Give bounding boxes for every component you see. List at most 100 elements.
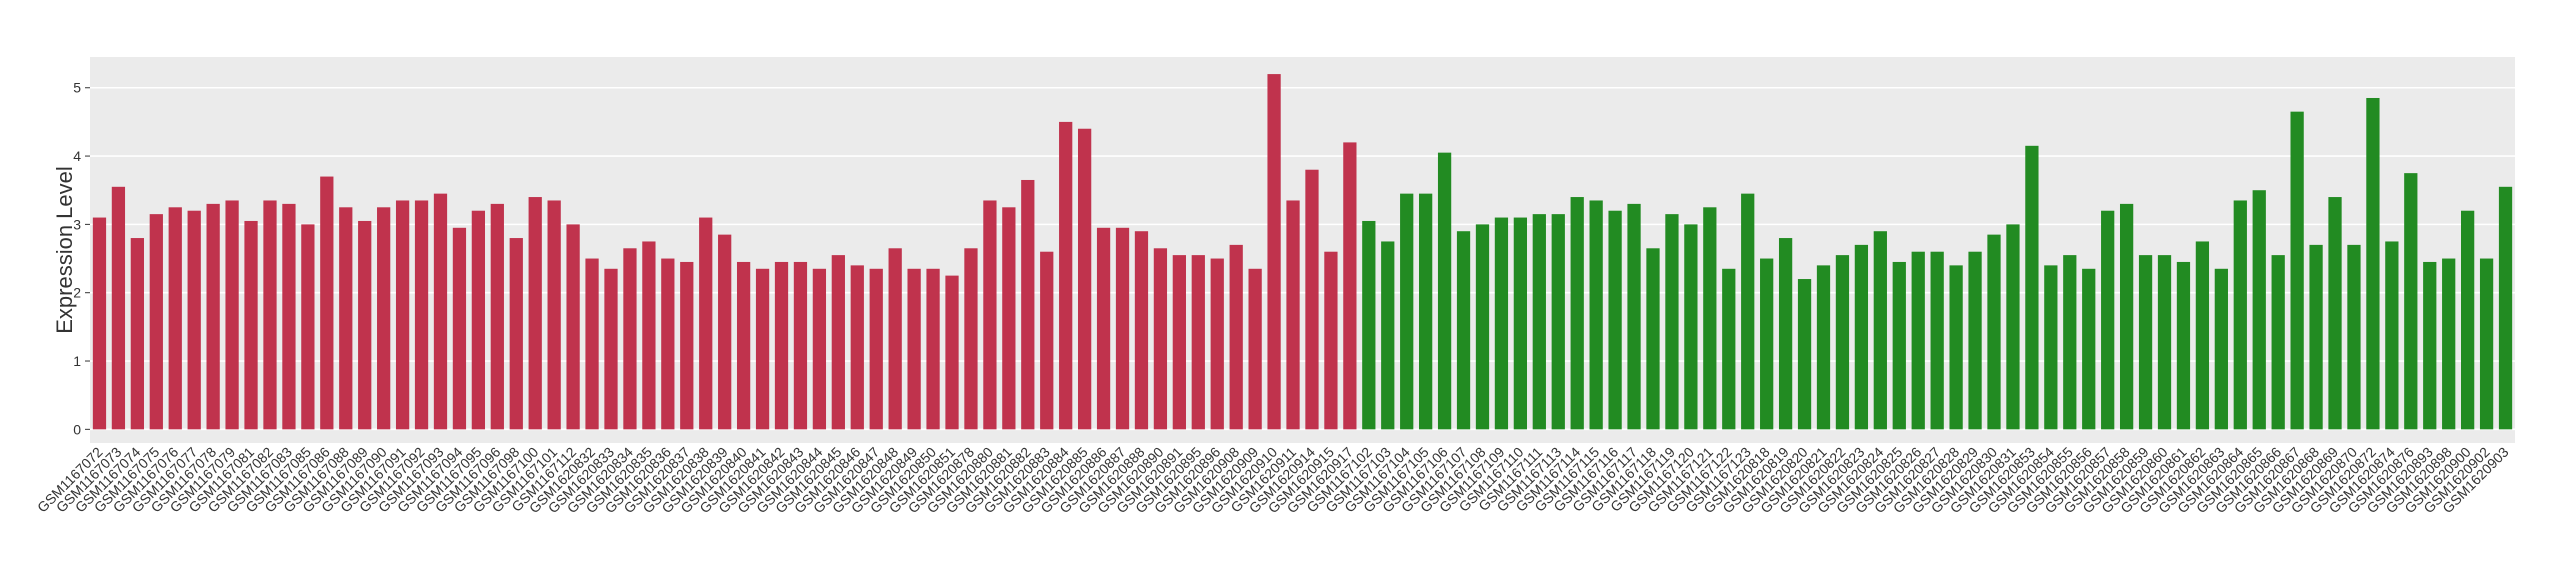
bar bbox=[850, 265, 864, 430]
bar bbox=[642, 241, 656, 430]
bar bbox=[926, 268, 940, 430]
y-axis-title: Expression Level bbox=[52, 166, 77, 334]
bar bbox=[1343, 142, 1357, 430]
bar bbox=[1760, 258, 1774, 430]
bar bbox=[1437, 152, 1452, 430]
bar bbox=[2214, 268, 2228, 430]
bar bbox=[509, 238, 523, 430]
bar bbox=[1722, 268, 1736, 430]
bar bbox=[1096, 227, 1111, 430]
bar bbox=[2404, 173, 2418, 430]
bar bbox=[2385, 241, 2399, 430]
bar bbox=[1172, 255, 1186, 430]
bar bbox=[433, 193, 448, 430]
bar bbox=[1911, 251, 1925, 430]
bar bbox=[2271, 255, 2285, 430]
bar bbox=[1021, 179, 1035, 430]
bar bbox=[2119, 203, 2134, 430]
bar bbox=[2461, 210, 2475, 430]
bar bbox=[471, 210, 486, 430]
bar bbox=[1892, 261, 1906, 430]
bar bbox=[1362, 220, 1376, 430]
bar bbox=[1949, 265, 1963, 430]
bar bbox=[2006, 224, 2020, 430]
bar bbox=[2366, 97, 2380, 430]
bar bbox=[2138, 255, 2153, 430]
bar bbox=[111, 186, 126, 430]
bar bbox=[301, 224, 315, 430]
bar bbox=[1286, 200, 1300, 430]
bar bbox=[528, 197, 542, 430]
bar bbox=[187, 210, 201, 430]
bar bbox=[1305, 169, 1319, 430]
bar bbox=[2479, 258, 2494, 430]
bar bbox=[1854, 244, 1869, 430]
bar bbox=[1968, 251, 1982, 430]
bar bbox=[263, 200, 277, 430]
bar bbox=[964, 248, 978, 430]
bar bbox=[1419, 193, 1433, 430]
bar bbox=[1646, 248, 1660, 430]
bar bbox=[1741, 193, 1755, 430]
bar bbox=[604, 268, 618, 430]
bar bbox=[1930, 251, 1944, 430]
bar bbox=[490, 203, 504, 430]
bar bbox=[1797, 279, 1812, 430]
bar bbox=[718, 234, 732, 430]
bar bbox=[130, 238, 144, 430]
bar bbox=[680, 261, 694, 430]
bar bbox=[1002, 207, 1016, 430]
bar bbox=[168, 207, 182, 430]
bar bbox=[1210, 258, 1224, 430]
bar bbox=[774, 261, 789, 430]
bar bbox=[1267, 74, 1281, 430]
bar bbox=[282, 203, 296, 430]
bar bbox=[2252, 190, 2266, 430]
bar bbox=[358, 220, 372, 430]
bar bbox=[2044, 265, 2058, 430]
bar bbox=[1835, 255, 1850, 430]
bar bbox=[1494, 217, 1509, 430]
y-tick-label: 3 bbox=[73, 216, 81, 232]
y-tick-label: 4 bbox=[73, 148, 81, 164]
bar bbox=[2442, 258, 2456, 430]
bar bbox=[547, 200, 561, 430]
bar bbox=[377, 207, 391, 430]
bar bbox=[1627, 203, 1641, 430]
bar bbox=[1665, 214, 1679, 430]
bar bbox=[2290, 111, 2304, 430]
bar bbox=[1551, 214, 1565, 430]
bar bbox=[699, 217, 713, 430]
bar bbox=[1703, 207, 1717, 430]
bar bbox=[452, 227, 467, 430]
bar bbox=[831, 255, 845, 430]
bar bbox=[566, 224, 580, 430]
bar bbox=[1059, 121, 1073, 430]
bar bbox=[869, 268, 883, 430]
bar bbox=[1324, 251, 1338, 430]
bar bbox=[1153, 248, 1168, 430]
bar bbox=[945, 275, 959, 430]
bar bbox=[1248, 268, 1262, 430]
bar bbox=[1456, 231, 1471, 430]
bar bbox=[395, 200, 410, 430]
y-tick-label: 2 bbox=[73, 285, 81, 301]
bar bbox=[244, 220, 258, 430]
bar bbox=[1077, 128, 1092, 430]
bar bbox=[1684, 224, 1698, 430]
bar bbox=[736, 261, 751, 430]
bar bbox=[661, 258, 675, 430]
bar bbox=[2347, 244, 2361, 430]
bar bbox=[1400, 193, 1414, 430]
bar bbox=[2025, 145, 2039, 430]
bar bbox=[1513, 217, 1528, 430]
bar bbox=[2309, 244, 2323, 430]
bar bbox=[1873, 231, 1887, 430]
bar bbox=[2157, 255, 2172, 430]
y-tick-label: 5 bbox=[73, 80, 81, 96]
bar bbox=[2498, 186, 2513, 430]
y-tick-label: 0 bbox=[73, 421, 81, 437]
bar bbox=[225, 200, 239, 430]
bar bbox=[907, 268, 921, 430]
bar bbox=[2233, 200, 2247, 430]
